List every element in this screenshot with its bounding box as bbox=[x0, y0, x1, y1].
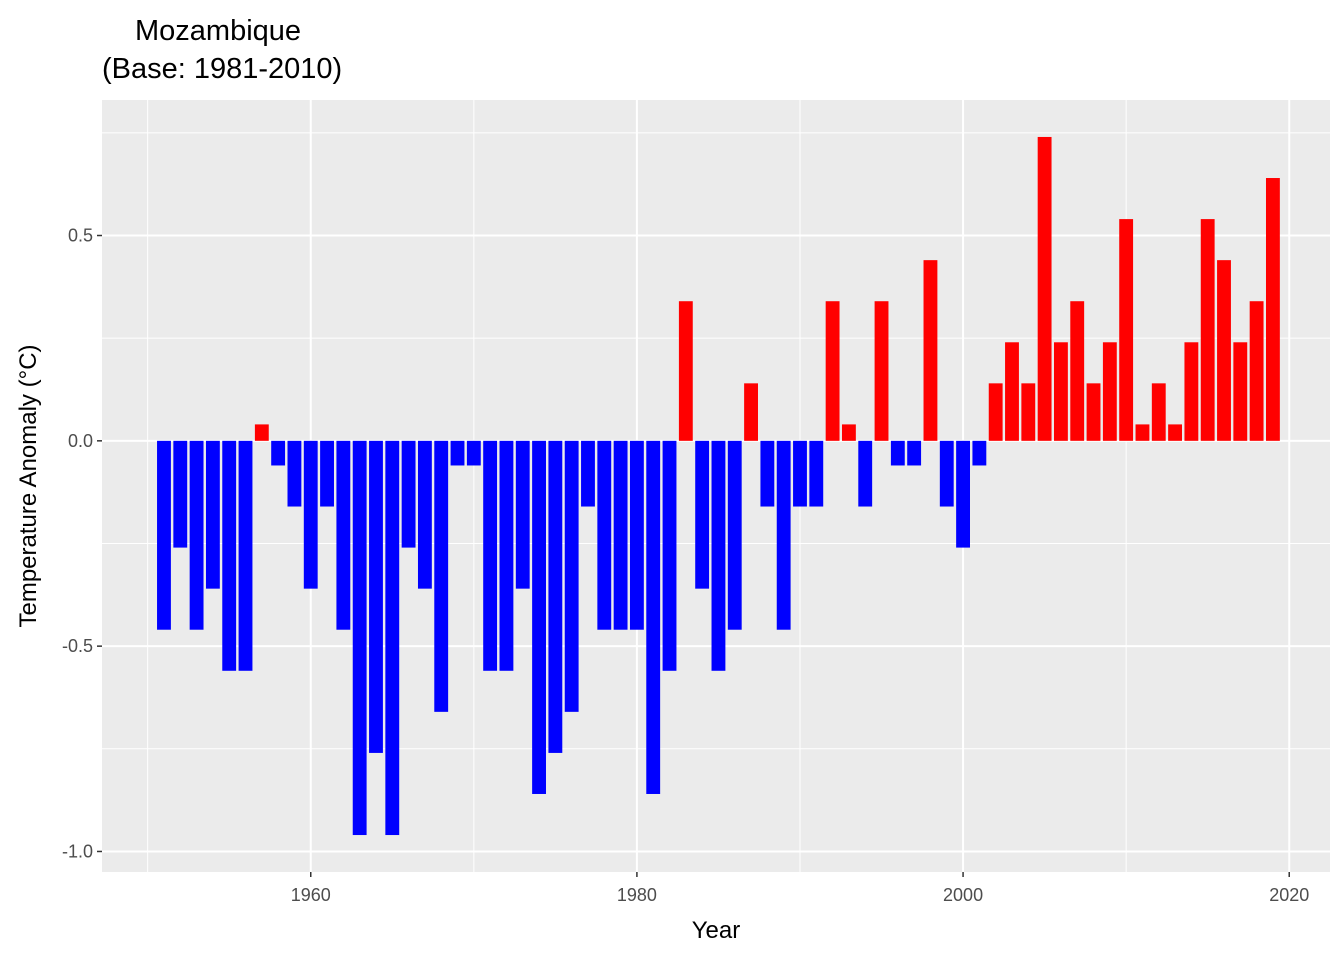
bar-2011 bbox=[1135, 424, 1150, 441]
bar-1967 bbox=[417, 440, 432, 589]
bar-2003 bbox=[1005, 342, 1019, 441]
bar-2018 bbox=[1249, 301, 1264, 441]
bar-1951 bbox=[157, 440, 171, 630]
bar-2008 bbox=[1086, 383, 1101, 441]
bar-1980 bbox=[629, 440, 644, 630]
bar-1984 bbox=[695, 440, 710, 589]
bar-1954 bbox=[205, 440, 220, 589]
bar-1990 bbox=[793, 440, 807, 507]
bar-1958 bbox=[271, 440, 286, 466]
bar-1953 bbox=[189, 440, 204, 630]
bar-1957 bbox=[254, 424, 269, 441]
bar-1988 bbox=[760, 440, 775, 507]
x-axis-title: Year bbox=[692, 917, 741, 944]
bar-1991 bbox=[809, 440, 824, 507]
bar-1973 bbox=[515, 440, 530, 589]
bar-1981 bbox=[646, 440, 661, 794]
bar-1974 bbox=[532, 440, 546, 794]
bar-2012 bbox=[1151, 383, 1166, 441]
bar-1996 bbox=[890, 440, 905, 466]
bar-2001 bbox=[972, 440, 987, 466]
bar-1960 bbox=[303, 440, 318, 589]
bar-1963 bbox=[352, 440, 367, 836]
bar-1961 bbox=[320, 440, 334, 507]
bar-1987 bbox=[744, 383, 758, 441]
y-tick-label: -1.0 bbox=[62, 841, 93, 861]
bar-2013 bbox=[1168, 424, 1182, 441]
x-tick-label: 1960 bbox=[291, 885, 331, 905]
bar-1993 bbox=[841, 424, 856, 441]
bar-1964 bbox=[369, 440, 383, 753]
bar-1992 bbox=[825, 301, 840, 441]
chart-title: Mozambique bbox=[135, 15, 301, 47]
bar-2019 bbox=[1265, 178, 1280, 441]
y-tick-label: 0.5 bbox=[68, 226, 93, 246]
bar-2004 bbox=[1021, 383, 1036, 441]
bar-1978 bbox=[597, 440, 612, 630]
bar-1962 bbox=[336, 440, 351, 630]
bar-1955 bbox=[222, 440, 237, 671]
bar-1965 bbox=[385, 440, 400, 836]
x-axis: 1960 1980 2000 2020 bbox=[291, 872, 1309, 905]
bar-2014 bbox=[1184, 342, 1199, 441]
bar-1977 bbox=[581, 440, 595, 507]
x-tick-label: 1980 bbox=[617, 885, 657, 905]
bar-1979 bbox=[613, 440, 628, 630]
bar-2002 bbox=[988, 383, 1003, 441]
bar-1997 bbox=[907, 440, 922, 466]
bar-1999 bbox=[939, 440, 954, 507]
y-axis-title: Temperature Anomaly (°C) bbox=[15, 344, 42, 627]
bar-2010 bbox=[1119, 219, 1134, 441]
chart-subtitle: (Base: 1981-2010) bbox=[102, 53, 342, 85]
x-tick-label: 2020 bbox=[1269, 885, 1309, 905]
y-axis: -1.0 -0.5 0.0 0.5 bbox=[62, 226, 102, 861]
bar-2005 bbox=[1037, 136, 1052, 441]
bar-1986 bbox=[727, 440, 742, 630]
y-tick-label: 0.0 bbox=[68, 431, 93, 451]
bar-2009 bbox=[1102, 342, 1117, 441]
bar-1976 bbox=[564, 440, 579, 712]
bar-1983 bbox=[678, 301, 693, 441]
bar-1995 bbox=[874, 301, 889, 441]
bar-2007 bbox=[1070, 301, 1085, 441]
y-tick-label: -0.5 bbox=[62, 636, 93, 656]
bar-1971 bbox=[483, 440, 498, 671]
bar-1989 bbox=[776, 440, 791, 630]
bar-1985 bbox=[711, 440, 726, 671]
bar-1959 bbox=[287, 440, 302, 507]
bar-1970 bbox=[466, 440, 481, 466]
bar-2017 bbox=[1233, 342, 1248, 441]
bar-2006 bbox=[1053, 342, 1068, 441]
bars bbox=[157, 136, 1280, 836]
bar-1972 bbox=[499, 440, 514, 671]
bar-1998 bbox=[923, 260, 938, 441]
bar-1966 bbox=[401, 440, 416, 548]
bar-1952 bbox=[173, 440, 188, 548]
bar-1994 bbox=[858, 440, 873, 507]
bar-1968 bbox=[434, 440, 449, 712]
bar-1982 bbox=[662, 440, 677, 671]
bar-1956 bbox=[238, 440, 253, 671]
bar-2016 bbox=[1217, 260, 1231, 441]
x-tick-label: 2000 bbox=[943, 885, 983, 905]
bar-2015 bbox=[1200, 219, 1215, 441]
bar-1969 bbox=[450, 440, 465, 466]
bar-2000 bbox=[956, 440, 970, 548]
bar-1975 bbox=[548, 440, 563, 753]
